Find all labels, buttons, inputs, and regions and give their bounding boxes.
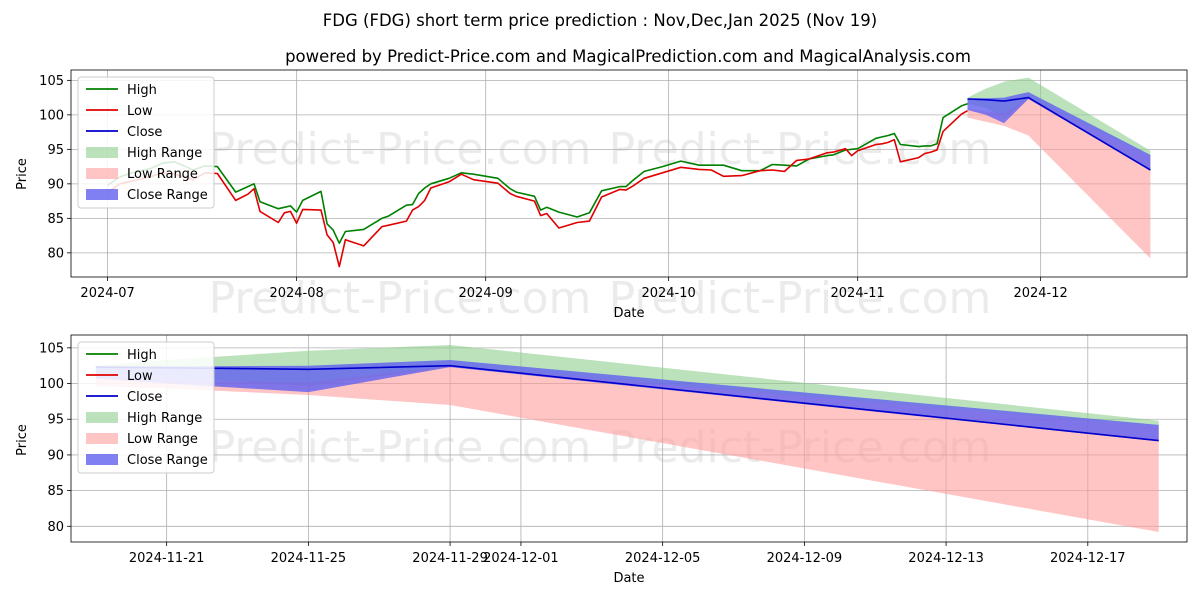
x-tick-label: 2024-12-09: [767, 551, 843, 566]
panel-top: Predict-Price.com Predict-Price.com Pred…: [15, 69, 1188, 324]
x-tick-label: 2024-08: [269, 286, 323, 301]
chart-subtitle: powered by Predict-Price.com and Magical…: [285, 47, 971, 66]
high-line: [107, 103, 968, 244]
low-range-swatch: [86, 433, 118, 444]
y-tick-label: 90: [47, 448, 64, 463]
y-tick-label: 80: [47, 246, 64, 261]
y-tick-label: 105: [39, 74, 64, 89]
x-tick-label: 2024-12-17: [1050, 551, 1126, 566]
close-range-area: [95, 360, 1159, 442]
legend-label: Close Range: [127, 188, 208, 203]
legend-label: High Range: [127, 411, 202, 426]
y-tick-label: 100: [39, 108, 64, 123]
low-line: [107, 110, 968, 268]
watermark: Predict-Price.com: [209, 273, 592, 324]
close-range-swatch: [86, 454, 118, 465]
high-range-swatch: [86, 412, 118, 423]
x-tick-label: 2024-12-13: [908, 551, 984, 566]
close-line: [967, 96, 1151, 171]
x-tick-label: 2024-11: [831, 286, 885, 301]
x-tick-label: 2024-10: [641, 286, 695, 301]
legend-label: Close: [127, 390, 162, 405]
x-axis-label: Date: [613, 571, 644, 586]
x-tick-label: 2024-12-01: [483, 551, 559, 566]
y-tick-label: 95: [47, 143, 64, 158]
panel-bottom: Predict-Price.com Predict-Price.com 8085…: [15, 334, 1188, 586]
legend-label: Close: [127, 125, 162, 140]
watermark: Predict-Price.com: [209, 422, 592, 473]
legend-label: Low: [127, 104, 153, 119]
low-range-swatch: [86, 168, 118, 179]
x-tick-label: 2024-11-21: [129, 551, 205, 566]
x-tick-label: 2024-09: [459, 286, 513, 301]
legend-label: Low Range: [127, 432, 198, 447]
y-tick-label: 80: [47, 520, 64, 535]
y-axis-label: Price: [15, 424, 30, 456]
y-tick-label: 85: [47, 484, 64, 499]
legend-label: High: [127, 83, 157, 98]
x-tick-label: 2024-12-05: [625, 551, 701, 566]
legend-label: High Range: [127, 146, 202, 161]
watermark: Predict-Price.com: [609, 273, 992, 324]
legend-label: Low Range: [127, 167, 198, 182]
legend-label: High: [127, 348, 157, 363]
legend-label: Low: [127, 369, 153, 384]
close-range-area: [967, 92, 1151, 171]
plot-frame: [70, 69, 1188, 278]
high-range-swatch: [86, 147, 118, 158]
low-range-area: [967, 97, 1151, 259]
y-tick-label: 90: [47, 177, 64, 192]
y-tick-label: 85: [47, 212, 64, 227]
y-axis-label: Price: [15, 158, 30, 190]
x-tick-label: 2024-07: [80, 286, 134, 301]
x-tick-label: 2024-12: [1013, 286, 1067, 301]
close-range-swatch: [86, 189, 118, 200]
x-axis-label: Date: [613, 306, 644, 321]
x-tick-label: 2024-11-29: [412, 551, 488, 566]
legend-label: Close Range: [127, 453, 208, 468]
plot-frame: [70, 334, 1188, 543]
y-tick-label: 105: [39, 341, 64, 356]
y-tick-label: 95: [47, 413, 64, 428]
y-tick-label: 100: [39, 377, 64, 392]
chart-title: FDG (FDG) short term price prediction : …: [323, 11, 877, 30]
x-tick-label: 2024-11-25: [271, 551, 347, 566]
